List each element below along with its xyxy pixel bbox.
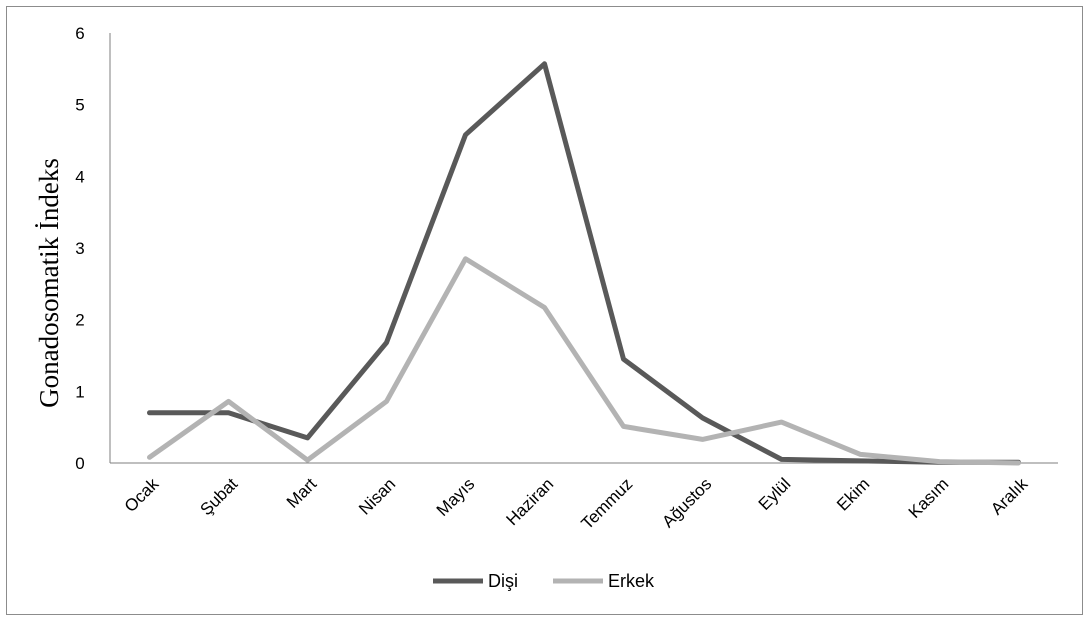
series-line-1: [147, 256, 1021, 466]
x-tick-label: Ağustos: [658, 474, 715, 531]
x-tick-label: Şubat: [196, 474, 241, 519]
y-tick-label: 0: [75, 454, 84, 473]
y-tick-label: 1: [75, 382, 84, 401]
series-layer: [147, 61, 1021, 466]
axes: [109, 33, 1058, 464]
y-tick-label: 2: [75, 311, 84, 330]
x-tick-label: Nisan: [355, 474, 399, 518]
legend-label-0: Dişi: [488, 571, 518, 591]
y-tick-label: 4: [75, 167, 84, 186]
x-tick-label: Kasım: [905, 474, 953, 522]
y-tick-label: 3: [75, 239, 84, 258]
x-tick-label: Mart: [283, 474, 321, 512]
x-tick-label: Eylül: [755, 474, 794, 513]
x-tick-labels: Ocak Şubat Mart Nisan Mayıs Haziran Temmuz Ağus…: [121, 474, 1032, 533]
y-tick-labels: 0 1 2 3 4 5 6: [75, 24, 84, 473]
x-tick-label: Temmuz: [577, 474, 636, 533]
x-tick-label: Ocak: [121, 474, 163, 516]
y-axis-label: Gonadosomatik İndeks: [34, 158, 64, 408]
x-tick-label: Mayıs: [433, 474, 478, 519]
series-line-0: [147, 61, 1021, 465]
y-tick-label: 6: [75, 24, 84, 43]
legend: Dişi Erkek: [433, 571, 655, 591]
x-tick-label: Haziran: [502, 474, 557, 529]
y-tick-label: 5: [75, 96, 84, 115]
x-tick-label: Aralık: [987, 474, 1032, 519]
x-tick-label: Ekim: [833, 474, 873, 514]
legend-label-1: Erkek: [608, 571, 655, 591]
